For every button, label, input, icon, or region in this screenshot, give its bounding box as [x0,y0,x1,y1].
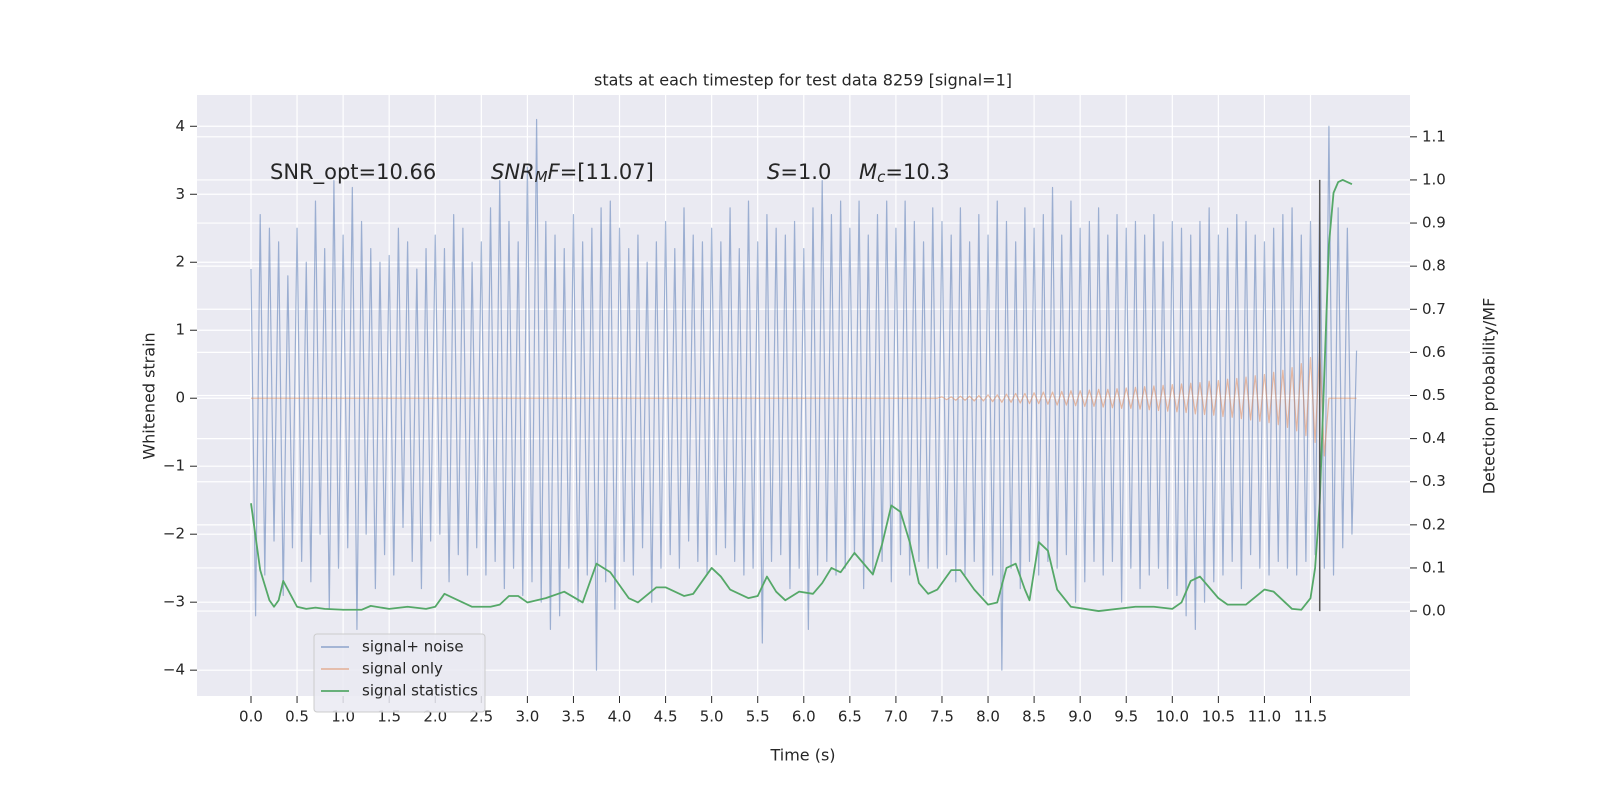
y2-tick-label: 0.0 [1422,602,1446,620]
y2-axis-label: Detection probability/MF [1480,298,1499,495]
annotation-part: M [535,168,548,186]
annotation: S=1.0 [767,160,831,184]
x-tick-label: 3.0 [515,708,539,726]
y-axis-label: Whitened strain [140,332,159,459]
x-tick-label: 9.0 [1068,708,1092,726]
annotation-part: =[11.07] [560,160,654,184]
x-tick-label: 9.5 [1114,708,1138,726]
annotation: SNR_opt=10.66 [270,160,436,185]
annotation-part: c [877,168,886,186]
y2-tick-label: 0.4 [1422,429,1446,447]
x-tick-label: 10.5 [1202,708,1235,726]
x-tick-label: 3.5 [562,708,586,726]
x-tick-label: 5.5 [746,708,770,726]
y-tick-label: 0 [175,389,185,407]
x-tick-label: 11.0 [1248,708,1281,726]
annotation-part: SNR [491,160,535,184]
legend-label: signal+ noise [362,638,464,656]
x-tick-label: 10.0 [1156,708,1189,726]
y-tick-label: 2 [175,253,185,271]
y-tick-label: −2 [163,525,185,543]
y2-tick-label: 0.5 [1422,386,1446,404]
annotation-part: SNR_opt=10.66 [270,160,436,185]
annotation-part: =10.3 [885,160,949,184]
legend-label: signal statistics [362,682,478,700]
x-tick-label: 0.0 [239,708,263,726]
y-tick-label: 1 [175,321,185,339]
x-tick-label: 8.0 [976,708,1000,726]
y2-tick-label: 0.3 [1422,472,1446,490]
legend-box [313,633,486,713]
chart-title: stats at each timestep for test data 825… [594,71,1012,90]
legend-label: signal only [362,660,443,678]
x-tick-label: 8.5 [1022,708,1046,726]
x-axis-label: Time (s) [769,746,835,765]
y2-tick-label: 0.7 [1422,300,1446,318]
annotation-part: S [767,160,780,184]
annotation-part: =1.0 [780,160,831,184]
annotation: SNRMF=[11.07] [491,160,654,186]
x-tick-label: 7.0 [884,708,908,726]
y2-tick-label: 1.0 [1422,170,1446,188]
y2-tick-label: 0.9 [1422,214,1446,232]
x-tick-label: 6.5 [838,708,862,726]
legend: signal+ noise signal only signal statistic… [313,633,486,713]
x-tick-label: 7.5 [930,708,954,726]
series-line [250,348,1357,457]
y-tick-label: −4 [163,661,185,679]
y-tick-label: −1 [163,457,185,475]
annotation: Mc=10.3 [859,160,950,186]
y2-tick-label: 0.8 [1422,257,1446,275]
x-tick-label: 11.5 [1294,708,1327,726]
y-tick-label: 3 [175,185,185,203]
y-tick-label: 4 [175,117,185,135]
y2-tick-label: 0.1 [1422,558,1446,576]
x-tick-label: 5.0 [700,708,724,726]
y2-tick-label: 0.6 [1422,343,1446,361]
annotation-part: F [548,160,561,184]
x-tick-label: 4.0 [608,708,632,726]
y-tick-label: −3 [163,593,185,611]
x-tick-label: 6.0 [792,708,816,726]
series-line [250,118,1358,671]
x-tick-label: 4.5 [654,708,678,726]
annotation-part: M [859,160,877,184]
x-tick-label: 0.5 [285,708,309,726]
series-line [250,179,1353,612]
y2-tick-label: 1.1 [1422,127,1446,145]
y2-tick-label: 0.2 [1422,515,1446,533]
